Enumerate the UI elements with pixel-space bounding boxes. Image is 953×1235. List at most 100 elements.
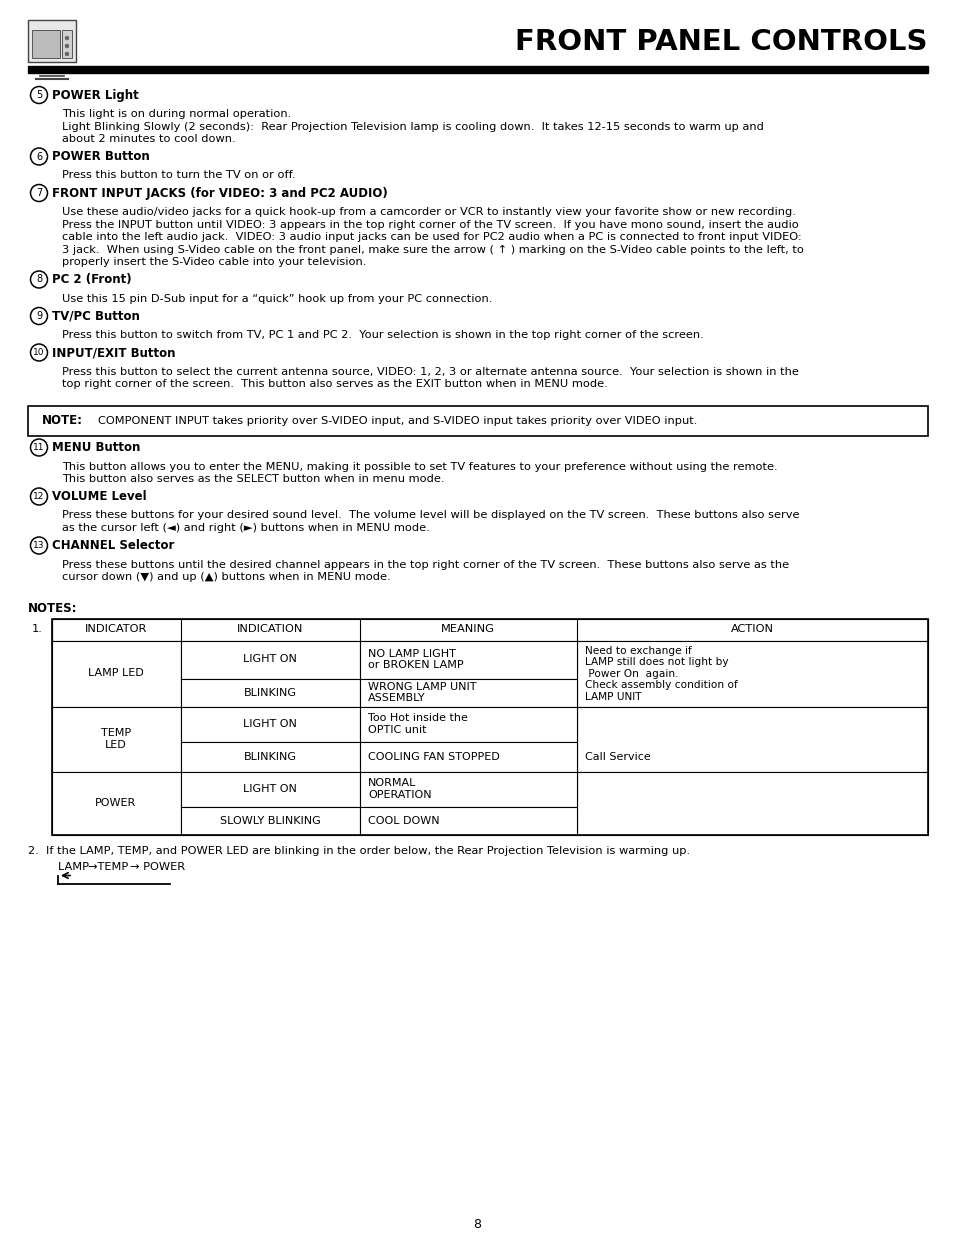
Text: SLOWLY BLINKING: SLOWLY BLINKING: [219, 815, 320, 825]
Bar: [181, 806, 359, 835]
Text: 3 jack.  When using S-Video cable on the front panel, make sure the arrow ( ↑ ) : 3 jack. When using S-Video cable on the …: [62, 245, 803, 254]
Text: NO LAMP LIGHT
or BROKEN LAMP: NO LAMP LIGHT or BROKEN LAMP: [368, 648, 463, 671]
Text: 2.  If the LAMP, TEMP, and POWER LED are blinking in the order below, the Rear P: 2. If the LAMP, TEMP, and POWER LED are …: [28, 846, 689, 857]
Text: LAMP: LAMP: [58, 862, 92, 872]
Bar: [359, 678, 577, 706]
Text: COMPONENT INPUT takes priority over S-VIDEO input, and S-VIDEO input takes prior: COMPONENT INPUT takes priority over S-VI…: [98, 415, 697, 426]
Text: POWER: POWER: [95, 798, 136, 808]
Text: cable into the left audio jack.  VIDEO: 3 audio input jacks can be used for PC2 : cable into the left audio jack. VIDEO: 3…: [62, 232, 801, 242]
Text: 10: 10: [33, 348, 45, 357]
Text: as the cursor left (◄) and right (►) buttons when in MENU mode.: as the cursor left (◄) and right (►) but…: [62, 522, 429, 534]
Text: top right corner of the screen.  This button also serves as the EXIT button when: top right corner of the screen. This but…: [62, 379, 607, 389]
Text: INDICATION: INDICATION: [236, 625, 303, 635]
Text: WRONG LAMP UNIT
ASSEMBLY: WRONG LAMP UNIT ASSEMBLY: [368, 682, 476, 703]
Circle shape: [30, 488, 48, 505]
Text: This button also serves as the SELECT button when in menu mode.: This button also serves as the SELECT bu…: [62, 474, 444, 484]
Circle shape: [30, 270, 48, 288]
Text: LIGHT ON: LIGHT ON: [243, 719, 296, 729]
Bar: [28, 65, 927, 73]
Bar: [52, 619, 927, 641]
Text: NOTES:: NOTES:: [28, 603, 77, 615]
Text: TV/PC Button: TV/PC Button: [52, 310, 140, 322]
Text: FRONT INPUT JACKS (for VIDEO: 3 and PC2 AUDIO): FRONT INPUT JACKS (for VIDEO: 3 and PC2 …: [52, 186, 387, 200]
Text: 12: 12: [33, 492, 45, 501]
Text: INDICATOR: INDICATOR: [85, 625, 147, 635]
Text: →TEMP: →TEMP: [88, 862, 132, 872]
Text: 8: 8: [473, 1219, 480, 1231]
Text: COOLING FAN STOPPED: COOLING FAN STOPPED: [368, 752, 499, 762]
Text: Use this 15 pin D-Sub input for a “quick” hook up from your PC connection.: Use this 15 pin D-Sub input for a “quick…: [62, 294, 492, 304]
Text: Too Hot inside the
OPTIC unit: Too Hot inside the OPTIC unit: [368, 713, 467, 735]
Text: MEANING: MEANING: [440, 625, 495, 635]
Text: LAMP LED: LAMP LED: [88, 668, 144, 678]
Bar: [62, 30, 71, 58]
Circle shape: [30, 537, 48, 555]
Bar: [52, 619, 927, 835]
Bar: [577, 706, 927, 772]
Text: VOLUME Level: VOLUME Level: [52, 490, 147, 503]
Bar: [181, 678, 359, 706]
Text: → POWER: → POWER: [130, 862, 185, 872]
Text: Press this button to turn the TV on or off.: Press this button to turn the TV on or o…: [62, 170, 295, 180]
Text: CHANNEL Selector: CHANNEL Selector: [52, 538, 174, 552]
Bar: [181, 641, 359, 678]
Circle shape: [30, 438, 48, 456]
Text: PC 2 (Front): PC 2 (Front): [52, 273, 132, 287]
Text: 11: 11: [33, 443, 45, 452]
Text: about 2 minutes to cool down.: about 2 minutes to cool down.: [62, 135, 235, 144]
Text: 6: 6: [36, 152, 42, 162]
Text: 7: 7: [36, 188, 42, 198]
Text: Press this button to switch from TV, PC 1 and PC 2.  Your selection is shown in : Press this button to switch from TV, PC …: [62, 330, 703, 340]
Text: Press these buttons until the desired channel appears in the top right corner of: Press these buttons until the desired ch…: [62, 559, 788, 569]
Text: 13: 13: [33, 541, 45, 550]
Circle shape: [30, 308, 48, 325]
Text: POWER Light: POWER Light: [52, 89, 138, 101]
Bar: [359, 741, 577, 772]
Bar: [359, 806, 577, 835]
Text: COOL DOWN: COOL DOWN: [368, 815, 439, 825]
Text: FRONT PANEL CONTROLS: FRONT PANEL CONTROLS: [515, 28, 927, 56]
Text: BLINKING: BLINKING: [243, 688, 296, 698]
Bar: [28, 405, 927, 436]
Bar: [181, 706, 359, 741]
Bar: [181, 772, 359, 806]
Text: LIGHT ON: LIGHT ON: [243, 784, 296, 794]
Bar: [28, 20, 76, 62]
Bar: [577, 772, 927, 835]
Text: This button allows you to enter the MENU, making it possible to set TV features : This button allows you to enter the MENU…: [62, 462, 777, 472]
Circle shape: [66, 44, 69, 47]
Text: BLINKING: BLINKING: [243, 752, 296, 762]
Text: Press the INPUT button until VIDEO: 3 appears in the top right corner of the TV : Press the INPUT button until VIDEO: 3 ap…: [62, 220, 798, 230]
Bar: [359, 706, 577, 741]
Text: 1.: 1.: [32, 624, 43, 634]
Bar: [359, 641, 577, 678]
Text: Use these audio/video jacks for a quick hook-up from a camcorder or VCR to insta: Use these audio/video jacks for a quick …: [62, 207, 795, 217]
Circle shape: [30, 148, 48, 165]
Bar: [577, 641, 927, 706]
Text: NOTE:: NOTE:: [42, 414, 83, 427]
Bar: [181, 741, 359, 772]
Text: TEMP
LED: TEMP LED: [101, 729, 131, 750]
Circle shape: [30, 86, 48, 104]
Text: 8: 8: [36, 274, 42, 284]
Bar: [359, 772, 577, 806]
Text: Call Service: Call Service: [584, 752, 650, 762]
Bar: [52, 706, 181, 772]
Text: POWER Button: POWER Button: [52, 149, 150, 163]
Text: This light is on during normal operation.: This light is on during normal operation…: [62, 109, 291, 119]
Circle shape: [66, 53, 69, 56]
Text: INPUT/EXIT Button: INPUT/EXIT Button: [52, 346, 175, 359]
Circle shape: [66, 37, 69, 40]
Bar: [52, 641, 181, 706]
Text: Press these buttons for your desired sound level.  The volume level will be disp: Press these buttons for your desired sou…: [62, 510, 799, 520]
Text: 9: 9: [36, 311, 42, 321]
Text: MENU Button: MENU Button: [52, 441, 140, 454]
Text: Light Blinking Slowly (2 seconds):  Rear Projection Television lamp is cooling d: Light Blinking Slowly (2 seconds): Rear …: [62, 121, 763, 131]
Bar: [52, 772, 181, 835]
Text: cursor down (▼) and up (▲) buttons when in MENU mode.: cursor down (▼) and up (▲) buttons when …: [62, 572, 390, 582]
Text: NORMAL
OPERATION: NORMAL OPERATION: [368, 778, 431, 800]
Text: LIGHT ON: LIGHT ON: [243, 655, 296, 664]
Text: Press this button to select the current antenna source, VIDEO: 1, 2, 3 or altern: Press this button to select the current …: [62, 367, 798, 377]
Text: properly insert the S-Video cable into your television.: properly insert the S-Video cable into y…: [62, 257, 366, 267]
Bar: [32, 30, 60, 58]
